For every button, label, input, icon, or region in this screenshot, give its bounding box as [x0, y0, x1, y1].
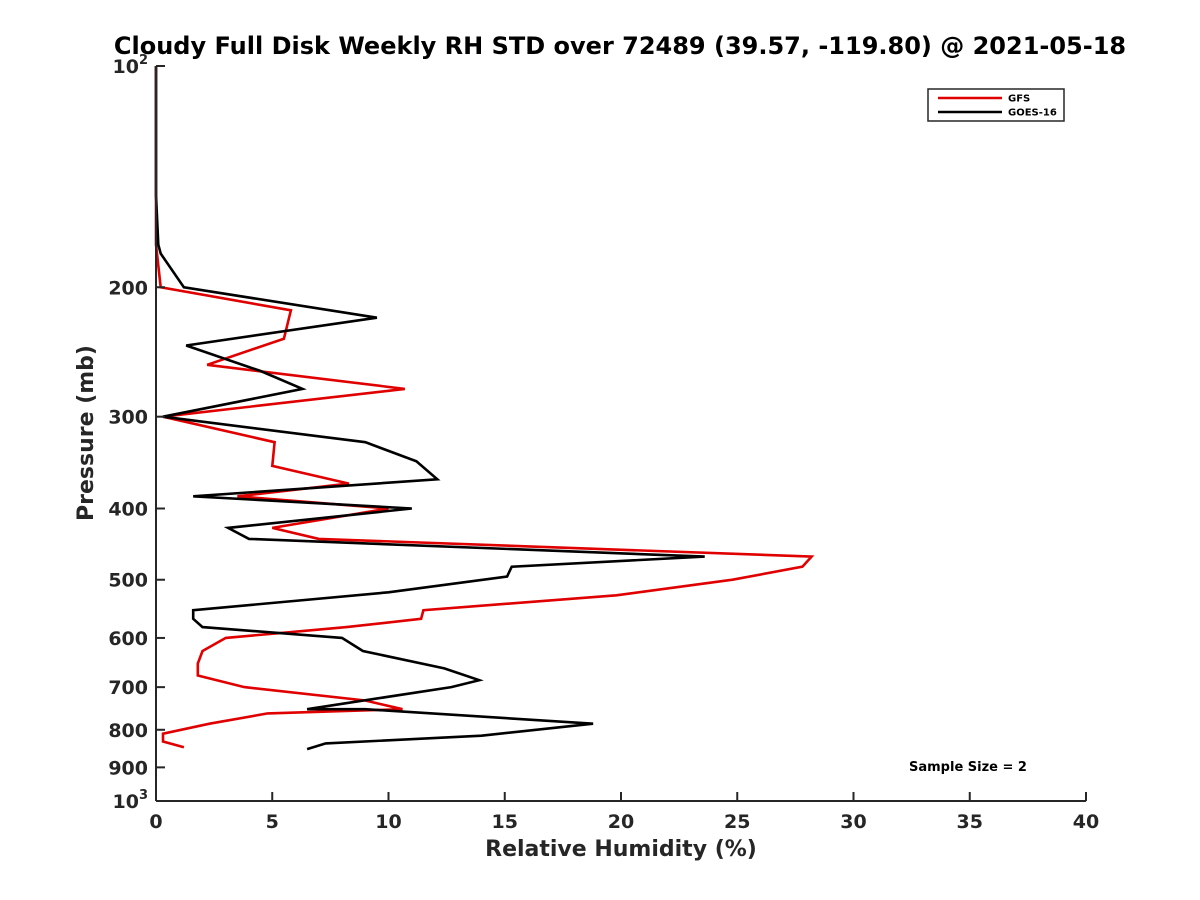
series-line-gfs [154, 66, 815, 749]
x-tick-label: 0 [149, 811, 162, 833]
x-tick-label: 35 [957, 811, 983, 833]
y-tick-label: 400 [108, 499, 148, 521]
x-tick-label: 40 [1073, 811, 1099, 833]
x-tick-label: 30 [840, 811, 866, 833]
series-line-goes-16 [154, 66, 705, 751]
y-tick-label: 102 [113, 53, 149, 78]
y-tick-label: 200 [108, 277, 148, 299]
x-tick-label: 5 [266, 811, 279, 833]
chart-title: Cloudy Full Disk Weekly RH STD over 7248… [114, 32, 1126, 60]
y-tick-label: 600 [108, 628, 148, 650]
legend: GFS GOES-16 [927, 88, 1065, 122]
legend-label: GOES-16 [1008, 108, 1057, 119]
sample-size-annotation: Sample Size = 2 [909, 760, 1027, 775]
y-ticks: 102 200 300 400 500 600 700 800 900 103 [108, 53, 165, 813]
legend-label: GFS [1008, 94, 1030, 105]
y-tick-label: 500 [108, 570, 148, 592]
x-tick-label: 15 [492, 811, 518, 833]
x-ticks: 0 5 10 15 20 25 30 35 40 [149, 792, 1099, 833]
x-tick-label: 10 [375, 811, 401, 833]
y-tick-label: 900 [108, 757, 148, 779]
y-axis-label: Pressure (mb) [74, 345, 99, 521]
x-axis-label: Relative Humidity (%) [485, 837, 757, 862]
y-tick-label: 103 [113, 788, 149, 813]
y-tick-label: 300 [108, 407, 148, 429]
y-tick-label: 700 [108, 677, 148, 699]
x-tick-label: 20 [608, 811, 634, 833]
plot-lines [154, 66, 815, 751]
legend-box [927, 88, 1065, 122]
x-tick-label: 25 [724, 811, 750, 833]
y-tick-label: 800 [108, 720, 148, 742]
